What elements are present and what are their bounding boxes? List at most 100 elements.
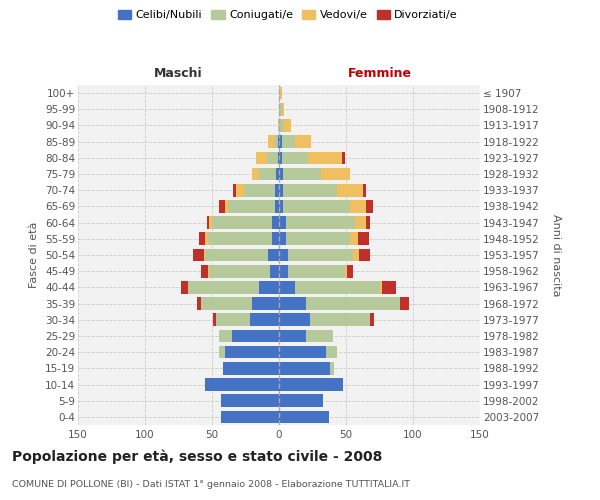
Bar <box>279 265 289 278</box>
Bar <box>250 314 279 326</box>
Bar <box>295 281 380 293</box>
Bar <box>205 232 208 245</box>
Bar <box>252 298 279 310</box>
Bar <box>281 136 295 148</box>
Bar <box>181 281 188 293</box>
Bar <box>256 152 267 164</box>
Bar <box>283 184 337 196</box>
Bar <box>259 168 277 180</box>
Bar <box>236 184 244 196</box>
Legend: Celibi/Nubili, Coniugati/e, Vedovi/e, Divorziati/e: Celibi/Nubili, Coniugati/e, Vedovi/e, Di… <box>113 6 463 25</box>
Bar <box>269 265 279 278</box>
Bar <box>274 136 278 148</box>
Bar <box>228 200 275 212</box>
Bar <box>306 298 400 310</box>
Bar <box>359 248 370 262</box>
Bar <box>289 265 344 278</box>
Bar <box>279 314 310 326</box>
Bar <box>279 378 343 391</box>
Bar <box>347 265 353 278</box>
Bar <box>216 314 250 326</box>
Bar <box>193 248 204 262</box>
Bar <box>279 346 326 358</box>
Bar <box>197 298 201 310</box>
Bar <box>209 216 212 229</box>
Bar <box>219 346 226 358</box>
Bar <box>278 136 279 148</box>
Bar <box>252 168 259 180</box>
Bar <box>286 232 350 245</box>
Bar <box>279 87 280 100</box>
Bar <box>310 314 370 326</box>
Bar <box>306 330 332 342</box>
Bar <box>279 410 329 423</box>
Bar <box>204 248 205 262</box>
Bar <box>279 362 330 374</box>
Bar <box>279 136 281 148</box>
Bar <box>268 248 279 262</box>
Bar <box>350 232 358 245</box>
Bar <box>366 216 370 229</box>
Bar <box>337 184 364 196</box>
Bar <box>355 216 366 229</box>
Bar <box>382 281 395 293</box>
Bar <box>208 265 209 278</box>
Text: Femmine: Femmine <box>347 67 412 80</box>
Bar <box>275 184 279 196</box>
Bar <box>279 248 289 262</box>
Bar <box>199 232 205 245</box>
Bar <box>350 200 366 212</box>
Bar <box>320 168 350 180</box>
Bar <box>279 330 306 342</box>
Bar <box>267 152 278 164</box>
Bar <box>279 281 295 293</box>
Bar <box>233 184 236 196</box>
Bar <box>370 314 374 326</box>
Y-axis label: Fasce di età: Fasce di età <box>29 222 40 288</box>
Bar <box>218 330 232 342</box>
Bar <box>278 119 279 132</box>
Bar <box>188 281 259 293</box>
Bar <box>226 200 228 212</box>
Bar <box>279 200 283 212</box>
Bar <box>244 184 275 196</box>
Y-axis label: Anni di nascita: Anni di nascita <box>551 214 560 296</box>
Bar <box>344 265 347 278</box>
Bar <box>279 232 286 245</box>
Bar <box>366 200 373 212</box>
Bar <box>206 216 209 229</box>
Bar <box>279 184 283 196</box>
Bar <box>279 103 281 116</box>
Bar <box>353 248 359 262</box>
Bar <box>275 200 279 212</box>
Bar <box>279 394 323 407</box>
Bar <box>221 410 279 423</box>
Bar <box>380 281 382 293</box>
Bar <box>223 362 279 374</box>
Bar <box>272 232 279 245</box>
Bar <box>219 200 226 212</box>
Bar <box>283 168 320 180</box>
Text: Maschi: Maschi <box>154 67 203 80</box>
Bar <box>201 265 208 278</box>
Bar <box>295 136 311 148</box>
Bar <box>342 152 344 164</box>
Bar <box>208 232 272 245</box>
Bar <box>364 184 366 196</box>
Bar <box>205 248 268 262</box>
Bar <box>286 216 355 229</box>
Bar <box>330 362 334 374</box>
Bar <box>308 152 342 164</box>
Bar <box>268 136 274 148</box>
Bar <box>205 378 279 391</box>
Bar <box>279 152 281 164</box>
Bar <box>201 298 252 310</box>
Bar <box>284 119 291 132</box>
Bar <box>209 265 269 278</box>
Bar <box>279 298 306 310</box>
Bar <box>279 119 284 132</box>
Text: COMUNE DI POLLONE (BI) - Dati ISTAT 1° gennaio 2008 - Elaborazione TUTTITALIA.IT: COMUNE DI POLLONE (BI) - Dati ISTAT 1° g… <box>12 480 410 489</box>
Bar <box>259 281 279 293</box>
Bar <box>326 346 337 358</box>
Bar <box>278 152 279 164</box>
